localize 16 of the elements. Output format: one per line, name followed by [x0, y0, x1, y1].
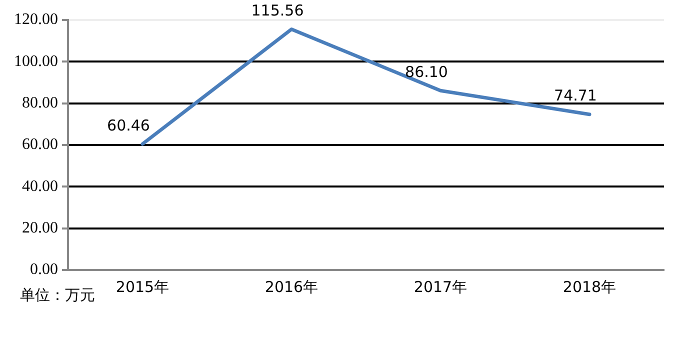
data-label: 86.10 — [405, 63, 448, 82]
data-label: 60.46 — [107, 116, 150, 134]
y-tick-label: 20.00 — [22, 220, 58, 237]
y-tick-label: 0.00 — [30, 261, 58, 278]
x-tick-label: 2015年 — [116, 278, 170, 296]
x-tick-label: 2017年 — [414, 278, 468, 296]
x-tick-label: 2018年 — [562, 278, 616, 296]
data-label: 74.71 — [554, 86, 597, 105]
y-tick-label: 100.00 — [14, 52, 58, 70]
y-tick-label: 80.00 — [22, 94, 58, 112]
x-tick-label: 2016年 — [264, 278, 318, 296]
y-tick-label: 40.00 — [22, 178, 58, 195]
data-label: 115.56 — [251, 2, 304, 20]
y-tick-label: 120.00 — [14, 11, 58, 28]
y-tick-label: 60.00 — [22, 136, 58, 154]
text: 单位：万元 — [20, 286, 95, 305]
